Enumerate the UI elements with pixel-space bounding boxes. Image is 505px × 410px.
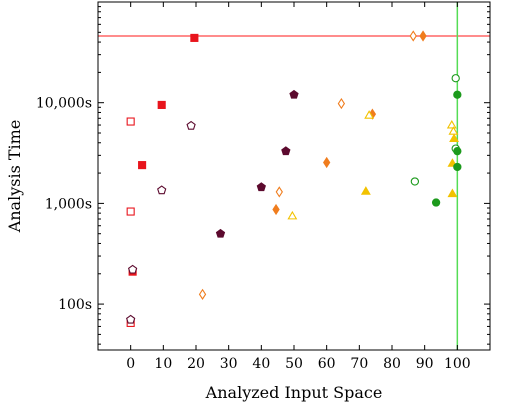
diamond-marker [323,156,331,169]
x-tick-label: 100 [444,356,471,372]
pentagon-marker [215,228,226,238]
x-tick-label: 50 [285,356,303,372]
square-marker [126,207,135,216]
y-tick-label: 100s [58,297,92,313]
triangle-marker [287,210,298,220]
x-tick-label: 70 [350,356,368,372]
triangle-marker [447,188,458,198]
triangle-marker [446,119,457,129]
pentagon-marker [157,185,167,195]
diamond-marker [275,186,283,198]
triangle-marker [448,126,459,135]
circle-marker [453,90,462,99]
reference-lines [98,2,490,350]
triangle-marker [449,133,460,143]
diamond-marker [198,288,207,300]
x-tick-label: 60 [318,356,336,372]
pentagon-marker [289,89,299,99]
circle-marker [453,162,462,172]
x-tick-label: 10 [154,356,172,372]
x-tick-label: 20 [187,356,205,372]
triangle-marker [360,186,371,195]
diamond-marker [409,30,417,42]
y-axis-label: Analysis Time [5,120,24,234]
circle-marker [410,177,420,186]
diamond-marker [419,30,427,42]
diamond-marker [337,97,346,110]
triangle-marker [364,110,375,119]
y-tick-label: 10,000s [36,96,92,112]
x-tick-label: 40 [252,356,270,372]
square-marker [190,33,199,42]
x-tick-label: 30 [220,356,238,372]
diamond-marker [272,203,280,216]
plot-frame [97,1,491,351]
y-tick-label: 1,000s [45,196,92,212]
pentagon-marker [127,264,138,274]
square-marker [157,100,166,109]
circle-marker [431,198,441,207]
pentagon-marker [126,314,136,324]
circle-marker [453,147,462,156]
x-tick-label: 90 [416,356,434,372]
x-axis: 0 10 20 30 40 50 60 70 80 90 100 [126,2,471,372]
x-axis-label: Analyzed Input Space [205,383,383,402]
data-points [126,30,462,327]
y-axis: 100s 1,000s 10,000s [36,1,490,345]
pentagon-marker [281,146,291,156]
pentagon-marker [186,120,196,130]
x-tick-label: 0 [126,356,135,372]
pentagon-marker [256,182,266,192]
square-marker [138,161,147,170]
circle-marker [451,74,460,83]
square-marker [126,117,135,126]
x-tick-label: 80 [383,356,401,372]
